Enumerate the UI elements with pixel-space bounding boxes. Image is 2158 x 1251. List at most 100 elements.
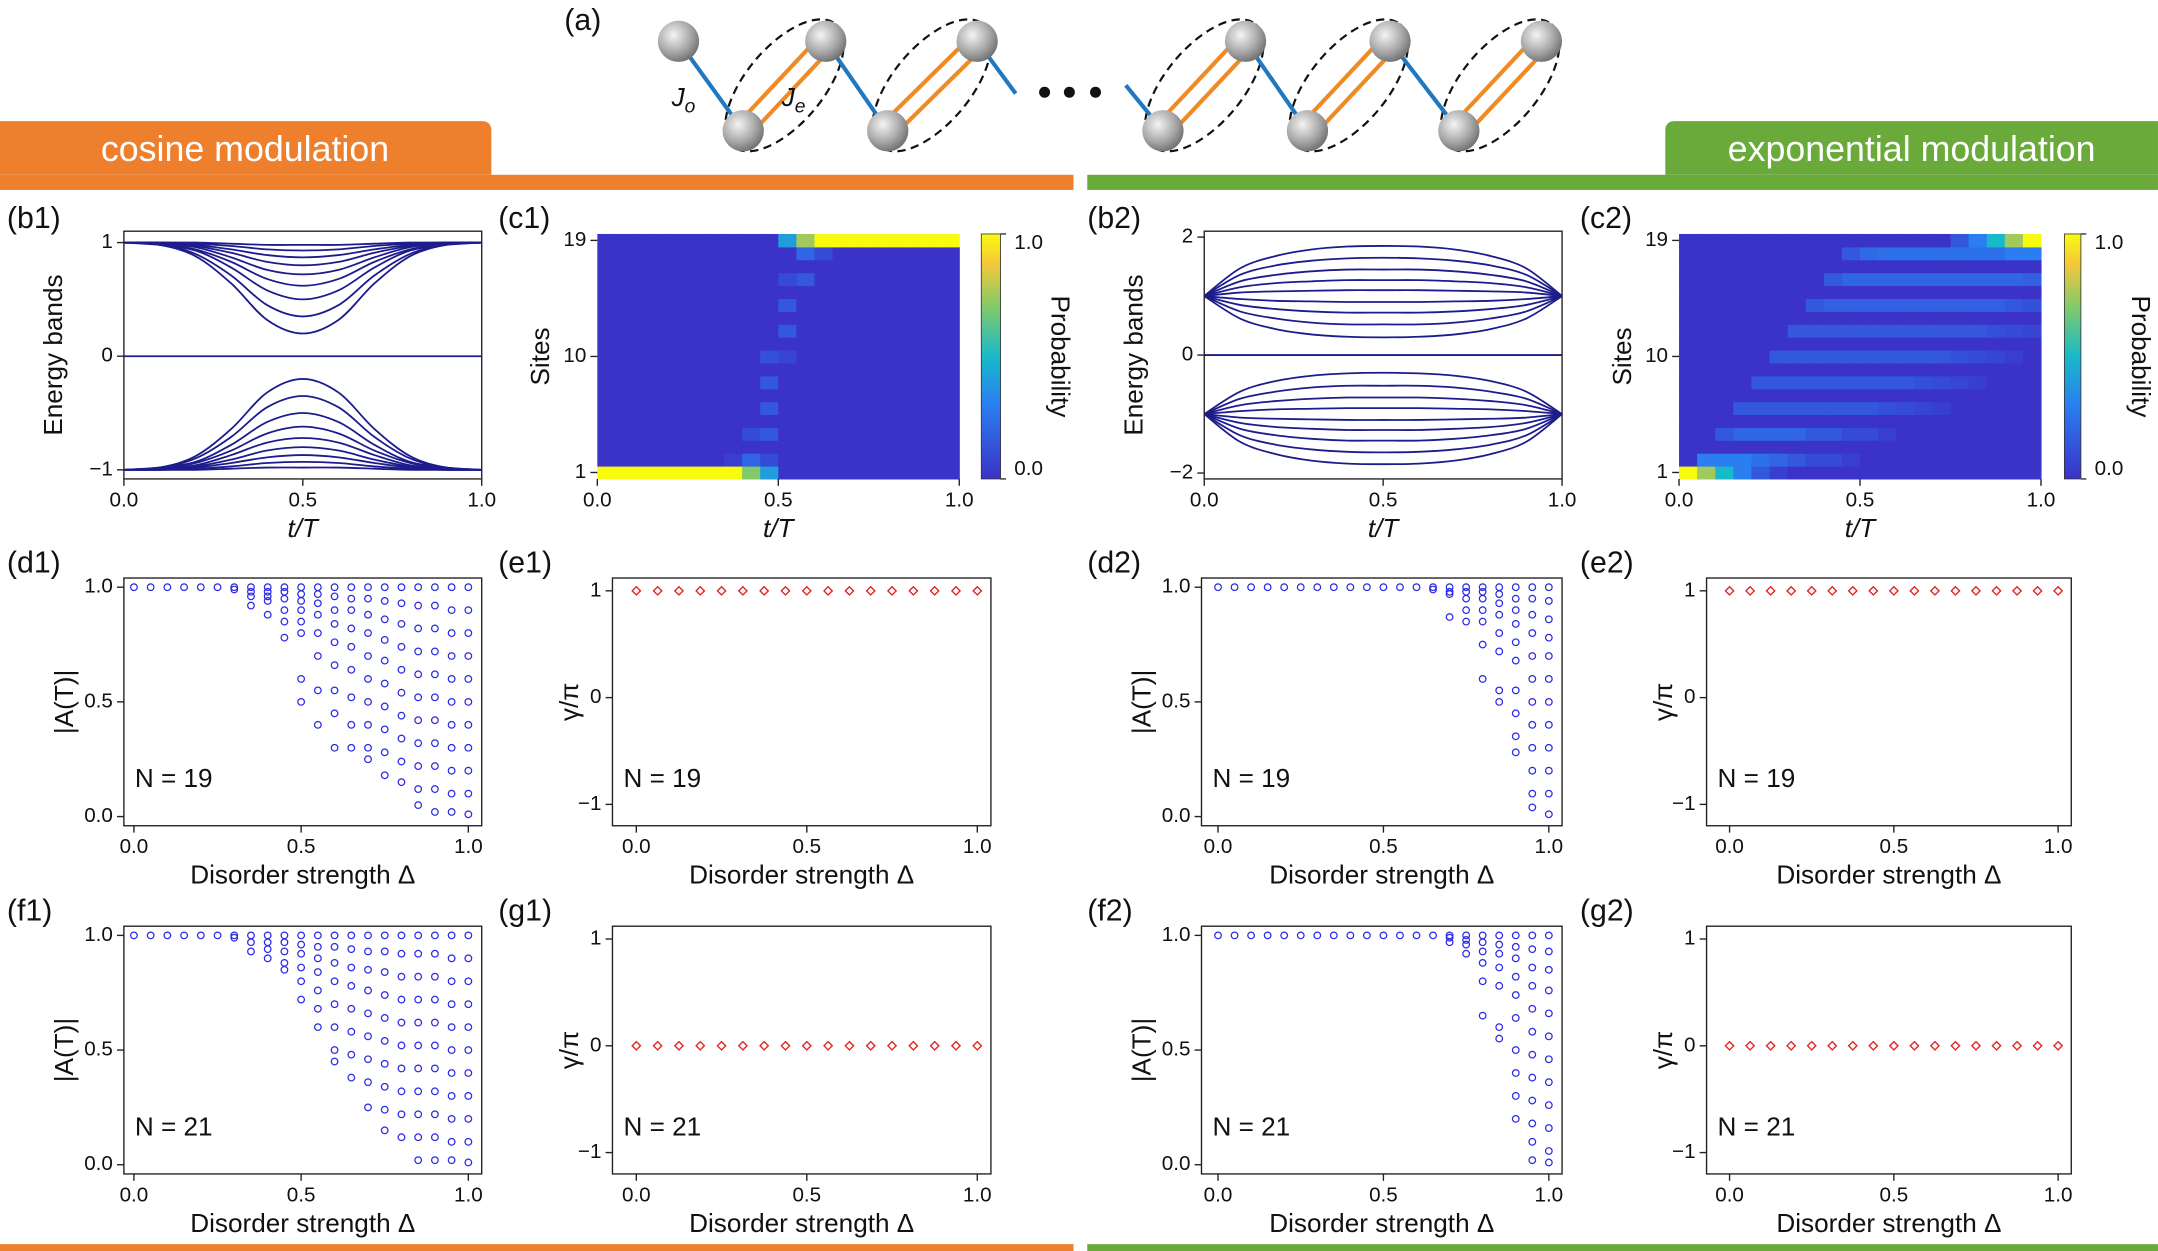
circle-marker <box>1544 947 1553 956</box>
circle-marker <box>430 1064 439 1073</box>
heat-cell <box>941 388 960 403</box>
heat-cell <box>597 285 616 299</box>
circle-marker <box>414 1064 423 1073</box>
band-line <box>123 241 482 318</box>
diamond-marker <box>908 1040 919 1051</box>
heat-cell <box>868 233 888 248</box>
x-axis-label: Disorder strength Δ <box>1776 1208 2001 1238</box>
circle-marker <box>1511 619 1520 628</box>
heat-cell <box>633 427 653 441</box>
heat-cell <box>597 246 616 261</box>
circle-marker <box>1544 986 1553 995</box>
band-line <box>1203 413 1563 466</box>
heat-cell <box>778 337 797 351</box>
heat-cell <box>778 246 797 261</box>
heat-cell <box>615 440 635 454</box>
heat-cell <box>1697 272 1716 287</box>
heat-cell <box>1968 401 1988 416</box>
heat-cell <box>904 362 924 377</box>
circle-marker <box>464 1114 473 1123</box>
heat-cell <box>1968 414 1988 428</box>
heat-cell <box>886 466 906 480</box>
heat-cell <box>1841 259 1861 274</box>
heat-cell <box>1715 233 1734 248</box>
x-axis-label: Disorder strength Δ <box>190 860 415 890</box>
heat-cell <box>1697 362 1716 377</box>
circle-marker <box>447 697 456 706</box>
heat-cell <box>778 453 797 467</box>
circle-marker <box>1528 963 1537 972</box>
heat-cell <box>814 337 834 351</box>
circle-marker <box>313 629 322 637</box>
diamond-marker <box>652 585 663 596</box>
circle-marker <box>380 1014 389 1022</box>
circle-marker <box>1544 597 1553 605</box>
band-line <box>123 378 482 471</box>
heat-cell <box>1841 233 1861 248</box>
circle-marker <box>247 583 255 592</box>
diamond-marker <box>1806 1040 1817 1051</box>
y-tick-label: 1.0 <box>84 575 113 598</box>
circle-marker <box>313 590 322 598</box>
heat-cell <box>850 427 870 441</box>
circle-marker <box>464 675 473 683</box>
heat-cell <box>1823 272 1843 287</box>
heat-cell <box>1914 466 1933 480</box>
heat-cell <box>2022 440 2042 454</box>
x-tick-label: 0.0 <box>1204 835 1233 858</box>
diamond-marker <box>716 1040 727 1051</box>
heat-cell <box>742 259 761 274</box>
circle-marker <box>1528 766 1537 775</box>
heat-cell <box>723 298 743 312</box>
x-axis-label: Disorder strength Δ <box>190 1208 415 1238</box>
heat-cell <box>687 259 707 274</box>
heat-cell <box>1950 414 1970 428</box>
heat-cell <box>1715 324 1734 338</box>
circle-marker <box>1495 697 1504 706</box>
heat-cell <box>1733 427 1752 441</box>
circle-marker <box>380 679 389 688</box>
band-line <box>1204 413 1563 431</box>
circle-marker <box>280 958 289 967</box>
heat-cell <box>1914 337 1933 351</box>
circle-marker <box>313 968 322 977</box>
circle-marker <box>280 594 289 603</box>
heat-cell <box>868 362 888 377</box>
heat-cell <box>1896 440 1915 454</box>
heat-cell <box>1914 259 1933 274</box>
circle-marker <box>1329 931 1338 940</box>
heat-cell <box>742 349 761 364</box>
y-tick-label: 10 <box>563 344 586 367</box>
heat-cell <box>633 466 653 480</box>
heat-cell <box>796 259 816 274</box>
heat-cell <box>705 401 725 416</box>
heat-cell <box>633 259 653 274</box>
heat-cell <box>1805 311 1825 325</box>
banner-text: cosine modulation <box>101 129 389 169</box>
heat-cell <box>633 362 653 377</box>
heat-cell <box>814 272 834 287</box>
heat-cell <box>651 298 671 312</box>
y-tick-label: 1.0 <box>84 923 113 946</box>
circle-marker <box>297 949 306 958</box>
heat-cell <box>1878 272 1897 287</box>
heat-cell <box>1769 466 1789 480</box>
x-tick-label: 0.5 <box>1369 488 1398 511</box>
heat-cell <box>1805 246 1825 261</box>
circle-marker <box>347 1073 356 1082</box>
circle-marker <box>1379 583 1388 592</box>
heat-cell <box>1697 414 1716 428</box>
heat-cell <box>904 440 924 454</box>
circle-marker <box>414 583 423 592</box>
heat-cell <box>1769 233 1789 248</box>
heat-cell <box>651 272 671 287</box>
heat-cell <box>1986 427 2006 441</box>
circle-marker <box>230 583 239 592</box>
panel-label: (g2) <box>1580 894 1634 927</box>
heat-cell <box>2004 440 2024 454</box>
heat-cell <box>723 272 743 287</box>
heat-cell <box>2004 466 2024 480</box>
circle-marker <box>347 606 356 615</box>
circle-marker <box>1412 931 1421 940</box>
circle-marker <box>297 590 306 598</box>
